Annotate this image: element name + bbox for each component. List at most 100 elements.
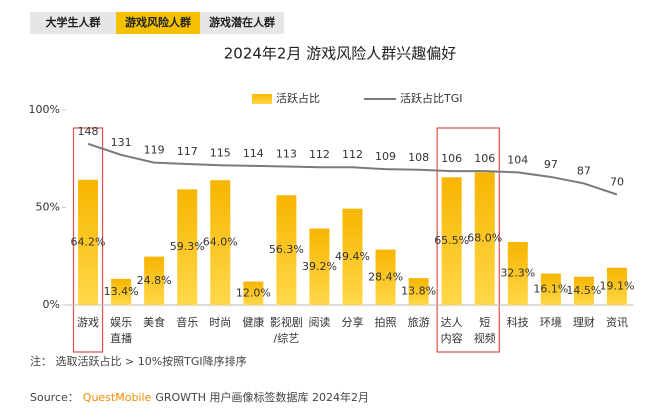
tgi-label: 112 bbox=[342, 148, 363, 161]
x-tick-line: 游戏 bbox=[77, 316, 99, 329]
x-tick-label: 美食 bbox=[143, 315, 165, 329]
bar bbox=[441, 177, 462, 305]
bar bbox=[111, 278, 132, 305]
tgi-label: 112 bbox=[309, 148, 330, 161]
tgi-label: 106 bbox=[441, 152, 462, 165]
legend-label: 活跃占比 bbox=[276, 91, 320, 105]
highlight-box bbox=[72, 127, 104, 353]
x-tick-line: 视频 bbox=[474, 331, 496, 345]
data-label: 65.5% bbox=[434, 234, 469, 247]
data-label: 13.8% bbox=[401, 285, 436, 298]
x-tick-line: 时尚 bbox=[209, 315, 231, 329]
data-label: 68.0% bbox=[467, 232, 502, 245]
x-tick-line: 科技 bbox=[507, 315, 529, 329]
source-label: Source： bbox=[30, 391, 79, 404]
x-tick-line: 环境 bbox=[540, 315, 562, 329]
bar bbox=[375, 249, 396, 305]
x-tick-line: 理财 bbox=[573, 315, 595, 329]
x-tick-label: 健康 bbox=[242, 315, 264, 329]
x-tick-line: 达人 bbox=[441, 316, 463, 329]
x-tick-label: 理财 bbox=[573, 315, 595, 329]
tgi-label: 114 bbox=[243, 147, 264, 160]
tgi-label: 119 bbox=[144, 144, 165, 157]
data-label: 28.4% bbox=[368, 270, 403, 283]
x-tick-line: 阅读 bbox=[308, 315, 330, 329]
data-label: 59.3% bbox=[170, 240, 205, 253]
x-tick-label: 分享 bbox=[342, 315, 364, 329]
bar bbox=[210, 180, 231, 305]
x-tick-line: 分享 bbox=[342, 315, 364, 329]
legend-swatch-bar bbox=[252, 94, 272, 104]
x-tick-label: 达人内容 bbox=[441, 316, 463, 345]
tgi-label: 106 bbox=[474, 152, 495, 165]
x-tick-label: 短视频 bbox=[474, 315, 496, 345]
x-tick-label: 资讯 bbox=[606, 316, 628, 329]
bar bbox=[408, 278, 429, 305]
tab[interactable]: 游戏风险人群 bbox=[125, 15, 191, 29]
tgi-label: 113 bbox=[276, 148, 297, 161]
x-tick-label: 旅游 bbox=[408, 315, 430, 329]
tgi-label: 148 bbox=[78, 125, 99, 138]
data-label: 64.2% bbox=[71, 235, 106, 248]
bar bbox=[573, 276, 594, 305]
x-tick-line: 娱乐 bbox=[110, 315, 132, 329]
tgi-label: 70 bbox=[610, 176, 624, 189]
data-label: 39.2% bbox=[302, 260, 337, 273]
data-label: 14.5% bbox=[566, 284, 601, 297]
data-label: 19.1% bbox=[599, 279, 634, 292]
x-tick-line: 音乐 bbox=[176, 315, 198, 329]
x-tick-line: 美食 bbox=[143, 315, 165, 329]
bar bbox=[309, 228, 330, 305]
source: Source： QuestMobile GROWTH 用户画像标签数据库 2024年… bbox=[30, 390, 369, 404]
data-label: 13.4% bbox=[104, 285, 139, 298]
data-label: 49.4% bbox=[335, 250, 370, 263]
x-tick-label: 环境 bbox=[540, 315, 562, 329]
y-tick-label: 0% bbox=[43, 298, 60, 311]
bar bbox=[276, 195, 297, 305]
legend-label: 活跃占比TGI bbox=[400, 91, 463, 105]
x-tick-line: 拍照 bbox=[375, 315, 397, 329]
bar bbox=[606, 267, 627, 305]
bar bbox=[507, 242, 528, 305]
data-label: 24.8% bbox=[137, 274, 172, 287]
x-tick-line: 影视剧 bbox=[270, 315, 303, 329]
x-tick-line: 健康 bbox=[242, 315, 264, 329]
x-tick-line: 直播 bbox=[110, 331, 132, 345]
note: 注： 选取活跃占比 > 10%按照TGI降序排序 bbox=[30, 354, 247, 368]
x-tick-line: 内容 bbox=[441, 331, 463, 345]
x-tick-label: 拍照 bbox=[375, 315, 397, 329]
highlight-box bbox=[436, 127, 500, 353]
tgi-label: 131 bbox=[111, 136, 132, 149]
tgi-label: 87 bbox=[577, 164, 591, 177]
data-label: 16.1% bbox=[533, 282, 568, 295]
tab[interactable]: 大学生人群 bbox=[46, 15, 101, 29]
bar bbox=[342, 208, 363, 305]
tgi-label: 115 bbox=[210, 146, 231, 159]
x-tick-label: 阅读 bbox=[308, 315, 330, 329]
data-label: 12.0% bbox=[236, 286, 271, 299]
tgi-label: 109 bbox=[375, 150, 396, 163]
data-label: 56.3% bbox=[269, 243, 304, 256]
x-tick-label: 影视剧/综艺 bbox=[270, 315, 303, 345]
y-tick-label: 50% bbox=[36, 201, 60, 214]
tgi-label: 104 bbox=[507, 153, 528, 166]
x-tick-line: 短 bbox=[479, 315, 490, 329]
bar bbox=[177, 189, 198, 305]
x-tick-label: 科技 bbox=[507, 315, 529, 329]
x-tick-line: 资讯 bbox=[606, 316, 628, 329]
data-label: 32.3% bbox=[500, 267, 535, 280]
bar bbox=[474, 172, 495, 305]
tgi-label: 97 bbox=[544, 158, 558, 171]
tgi-label: 117 bbox=[177, 145, 198, 158]
source-brand: QuestMobile bbox=[83, 391, 152, 404]
x-tick-label: 游戏 bbox=[77, 316, 99, 329]
x-tick-label: 娱乐直播 bbox=[110, 315, 132, 345]
x-tick-label: 时尚 bbox=[209, 315, 231, 329]
bar bbox=[144, 256, 165, 305]
tab[interactable]: 游戏潜在人群 bbox=[209, 15, 275, 29]
x-tick-line: 旅游 bbox=[408, 315, 430, 329]
source-text: GROWTH 用户画像标签数据库 2024年2月 bbox=[155, 390, 369, 404]
chart-title: 2024年2月 游戏风险人群兴趣偏好 bbox=[224, 45, 457, 63]
bar bbox=[243, 281, 264, 305]
